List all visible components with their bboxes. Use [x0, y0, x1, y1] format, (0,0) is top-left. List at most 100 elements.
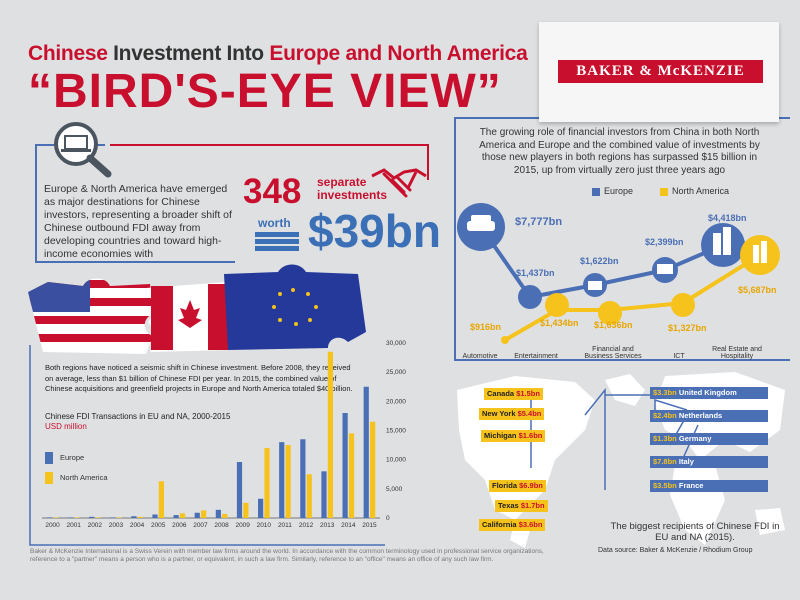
x-tick-2011: 2011	[278, 522, 292, 529]
bar-na-2000	[53, 517, 59, 518]
bar-europe-2004	[131, 516, 137, 518]
sector-label-realestate: Real Estate and Hospitality	[712, 346, 762, 360]
footer-disclaimer: Baker & McKenzie International is a Swis…	[30, 548, 544, 563]
bar-na-2001	[74, 517, 80, 518]
legend-europe-bar-swatch	[45, 452, 53, 464]
money-stack-icon	[255, 232, 299, 251]
data-source: Data source: Baker & McKenzie / Rhodium …	[598, 547, 753, 554]
map-label-canada: Canada $1.5bn	[484, 388, 543, 400]
ict-europe-value: $2,399bn	[645, 237, 684, 247]
intro-text: Europe & North America have emerged as m…	[44, 183, 232, 260]
bar-europe-2015	[363, 386, 369, 518]
bar-na-2006	[179, 513, 186, 518]
y-tick-15,000: 15,000	[386, 428, 406, 435]
bar-europe-2014	[342, 413, 348, 518]
bar-na-2005	[158, 481, 164, 518]
x-tick-2001: 2001	[66, 522, 81, 529]
map-label-germany: $1.3bn Germany	[650, 433, 768, 445]
bar-europe-2006	[173, 515, 179, 518]
map-label-california: California $3.6bn	[479, 519, 546, 531]
auto-na-value: $916bn	[470, 322, 502, 332]
bar-europe-2011	[279, 442, 285, 518]
realestate-europe-value: $4,418bn	[708, 213, 747, 223]
x-tick-2015: 2015	[362, 522, 377, 529]
sector-label-financial: Financial and Business Services	[584, 346, 642, 360]
map-label-italy: $7.8bn Italy	[650, 456, 768, 468]
chart-legend-na: North America	[60, 473, 108, 482]
bar-na-2012	[306, 474, 312, 518]
header-title: Chinese Investment Into Europe and North…	[28, 42, 528, 66]
investment-total: $39bn	[308, 205, 441, 257]
theater-masks-icon-eu	[518, 285, 542, 309]
financial-na-value: $1,636bn	[594, 320, 633, 330]
bar-europe-2009	[236, 462, 243, 518]
bar-europe-2010	[258, 498, 264, 518]
investment-count: 348	[243, 172, 302, 211]
search-laptop-icon	[54, 122, 112, 178]
bar-na-2002	[95, 517, 101, 518]
bar-na-2014	[348, 433, 355, 518]
legend-na-bar-swatch	[45, 472, 53, 484]
chart-unit: USD million	[45, 422, 87, 431]
x-tick-2004: 2004	[130, 522, 145, 529]
y-tick-30,000: 30,000	[386, 340, 406, 347]
x-tick-2013: 2013	[320, 522, 335, 529]
bar-europe-2000	[46, 517, 52, 518]
y-tick-10,000: 10,000	[386, 457, 406, 464]
logo: BAKER & McKENZIE	[558, 60, 763, 83]
entertainment-na-value: $1,434bn	[540, 318, 579, 328]
financial-investors-text: The growing role of financial investors …	[479, 127, 760, 176]
bar-na-2015	[370, 421, 376, 518]
x-tick-2009: 2009	[235, 522, 250, 529]
legend-na-label: North America	[672, 186, 730, 196]
bar-europe-2001	[67, 517, 74, 518]
bar-na-2007	[201, 510, 207, 518]
map-caption: The biggest recipients of Chinese FDI in…	[610, 521, 780, 543]
y-tick-25,000: 25,000	[386, 369, 406, 376]
sector-label-entertainment: Entertainment	[514, 353, 558, 360]
handshake-icon	[371, 168, 427, 198]
entertainment-europe-value: $1,437bn	[516, 268, 555, 278]
bar-na-2004	[137, 516, 143, 518]
investment-count-label: separate investments	[317, 175, 388, 202]
bar-na-2011	[285, 445, 291, 518]
y-tick-5,000: 5,000	[386, 486, 403, 493]
map-label-france: $3.5bn France	[650, 480, 768, 492]
chart-legend-europe: Europe	[60, 453, 85, 462]
briefcase-icon-na	[598, 301, 622, 325]
map-label-florida: Florida $6.9bn	[489, 480, 546, 492]
x-tick-2003: 2003	[109, 522, 124, 529]
bar-na-2009	[243, 502, 249, 518]
x-tick-2007: 2007	[193, 522, 208, 529]
map-label-michigan: Michigan $1.6bn	[481, 430, 546, 442]
header-subtitle: “BIRD'S-EYE VIEW”	[28, 65, 502, 118]
bar-na-2010	[264, 448, 270, 518]
sector-chart	[457, 203, 780, 344]
bar-europe-2007	[194, 512, 200, 518]
map-label-netherlands: $2.4bn Netherlands	[650, 410, 768, 422]
laptop-icon-na	[671, 293, 695, 317]
legend-na-swatch	[660, 188, 668, 196]
financial-europe-value: $1,622bn	[580, 256, 619, 266]
x-tick-2005: 2005	[151, 522, 166, 529]
bar-europe-2012	[300, 439, 306, 518]
legend-europe-label: Europe	[604, 186, 634, 196]
x-tick-2014: 2014	[341, 522, 356, 529]
flag-puzzle-illustration	[28, 264, 366, 354]
map-label-texas: Texas $1.7bn	[495, 500, 548, 512]
bar-europe-2013	[321, 471, 327, 518]
header-word-investment: Investment Into	[113, 42, 264, 65]
bar-europe-2008	[215, 509, 221, 518]
worth-label: worth	[258, 216, 291, 230]
buildings-icon-na	[740, 235, 780, 275]
sector-label-automotive: Automotive	[462, 353, 498, 360]
bar-na-2008	[222, 513, 228, 518]
theater-masks-icon-na	[545, 293, 569, 317]
bar-na-2003	[116, 517, 122, 518]
x-tick-2006: 2006	[172, 522, 187, 529]
x-tick-2010: 2010	[257, 522, 272, 529]
x-tick-2008: 2008	[214, 522, 229, 529]
